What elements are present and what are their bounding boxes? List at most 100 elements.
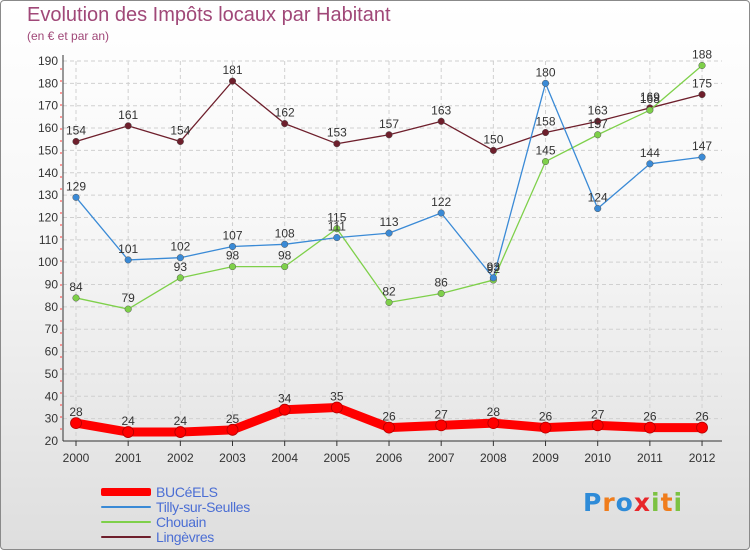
axis-dot <box>60 380 62 382</box>
y-tick-label: 20 <box>45 434 59 448</box>
data-point <box>124 256 132 264</box>
y-tick-label: 110 <box>39 233 58 247</box>
value-label: 27 <box>435 407 449 421</box>
value-label: 79 <box>121 291 135 305</box>
value-label: 161 <box>118 108 138 122</box>
data-point <box>281 263 289 271</box>
value-label: 26 <box>643 410 657 424</box>
logo-letter: i <box>673 488 684 517</box>
value-label: 25 <box>226 412 240 426</box>
x-tick-label: 2005 <box>323 451 350 465</box>
axis-dot <box>60 224 62 226</box>
x-tick-label: 2006 <box>376 451 403 465</box>
data-point <box>333 234 341 242</box>
axis-dot <box>60 128 62 130</box>
data-point <box>281 240 289 248</box>
data-point <box>174 426 187 438</box>
y-tick-label: 190 <box>38 54 58 68</box>
value-label: 26 <box>539 410 553 424</box>
value-label: 163 <box>431 103 451 117</box>
axis-dot <box>60 80 62 82</box>
axis-dot <box>60 116 62 118</box>
x-tick-label: 2011 <box>637 451 663 465</box>
value-label: 98 <box>278 249 292 263</box>
value-label: 24 <box>121 414 135 428</box>
x-tick-label: 2008 <box>480 451 507 465</box>
y-tick-label: 180 <box>38 76 58 90</box>
logo-letter: t <box>660 488 674 517</box>
value-label: 145 <box>536 144 556 158</box>
data-point <box>698 153 706 161</box>
data-point <box>489 274 497 282</box>
data-point <box>594 204 602 213</box>
value-label: 162 <box>275 106 295 120</box>
data-point <box>124 122 132 130</box>
y-tick-label: 90 <box>45 278 59 292</box>
value-label: 111 <box>328 220 347 234</box>
axis-dot <box>60 332 62 334</box>
axis-dot <box>60 368 62 370</box>
data-point <box>228 77 237 85</box>
data-point <box>176 274 184 282</box>
data-point <box>643 421 656 434</box>
value-label: 28 <box>69 405 83 419</box>
value-label: 157 <box>379 117 399 131</box>
axis-dot <box>60 176 62 178</box>
logo-letter: i <box>651 488 661 517</box>
axis-dot <box>60 248 62 250</box>
data-point <box>330 401 343 414</box>
x-tick-label: 2004 <box>271 451 298 465</box>
data-point <box>385 229 393 237</box>
data-point <box>124 305 132 313</box>
y-tick-label: 50 <box>45 367 59 381</box>
y-tick-label: 120 <box>38 210 58 224</box>
data-point <box>698 61 706 70</box>
axis-dot <box>60 200 62 202</box>
axis-dot <box>60 404 62 406</box>
data-point <box>541 79 550 87</box>
value-label: 98 <box>226 249 240 263</box>
axis-dot <box>60 284 62 286</box>
y-tick-label: 130 <box>38 188 58 202</box>
value-label: 154 <box>170 123 190 137</box>
y-tick-label: 170 <box>38 99 58 113</box>
data-point <box>437 117 445 125</box>
data-point <box>646 160 654 168</box>
value-label: 163 <box>588 103 608 117</box>
x-tick-label: 2003 <box>219 451 246 465</box>
axis-dot <box>60 392 62 394</box>
data-point <box>176 137 184 146</box>
axis-dot <box>60 212 62 214</box>
axis-dot <box>60 92 62 94</box>
logo-letter: o <box>615 488 634 517</box>
y-tick-label: 160 <box>38 121 58 135</box>
data-point <box>385 298 393 306</box>
data-point <box>437 289 445 298</box>
value-label: 93 <box>174 260 188 274</box>
value-label: 107 <box>222 229 242 243</box>
data-point <box>228 242 237 251</box>
value-label: 24 <box>174 414 188 428</box>
x-tick-label: 2010 <box>584 451 611 465</box>
value-label: 188 <box>692 47 712 61</box>
data-point <box>487 417 500 430</box>
value-label: 168 <box>640 92 660 106</box>
axis-dot <box>60 188 62 190</box>
axis-dot <box>60 236 62 238</box>
value-label: 181 <box>222 63 242 77</box>
x-tick-label: 2000 <box>63 451 90 465</box>
data-point <box>228 263 237 271</box>
data-point <box>70 417 82 430</box>
data-point <box>594 131 602 139</box>
data-point <box>696 421 708 434</box>
data-point <box>333 225 341 233</box>
grid-lines <box>63 60 722 442</box>
value-label: 93 <box>487 260 501 274</box>
value-label: 129 <box>66 179 86 193</box>
legend-label-bucéels: BUCéELS <box>156 483 218 500</box>
value-label: 122 <box>431 195 451 209</box>
legend-swatch-lingèvres <box>101 535 151 538</box>
value-label: 35 <box>330 389 344 403</box>
data-point <box>72 193 80 201</box>
legend-label-tilly-sur-seulles: Tilly-sur-Seulles <box>156 498 250 515</box>
